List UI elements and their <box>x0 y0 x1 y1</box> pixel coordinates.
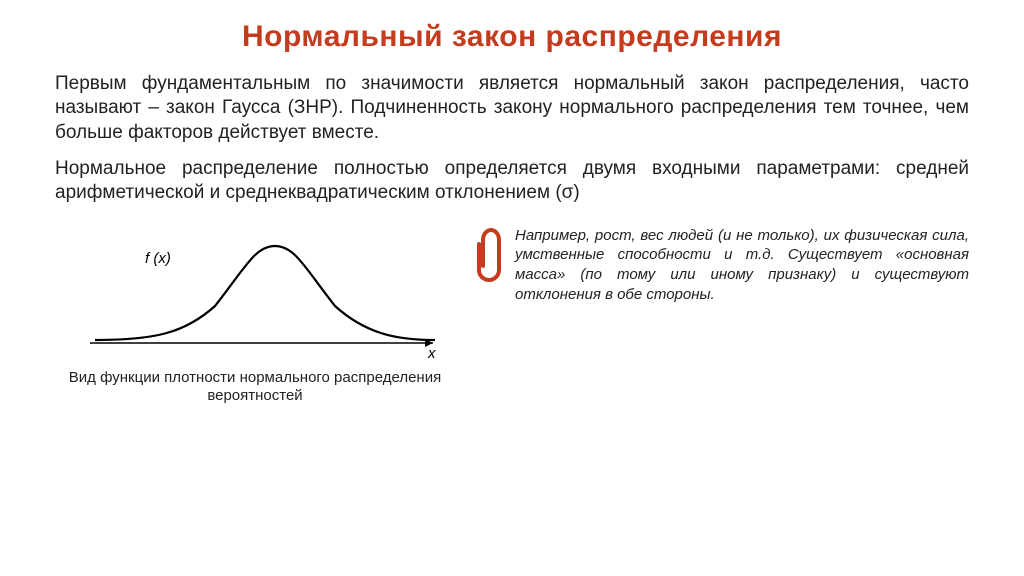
chart-area: f (x) x <box>55 218 445 363</box>
paperclip-icon <box>473 226 505 282</box>
content-row: f (x) x Вид функции плотности нормальног… <box>55 218 969 407</box>
normal-curve-svg <box>55 218 445 363</box>
chart-caption: Вид функции плотности нормального распре… <box>55 369 455 407</box>
x-axis-label: x <box>428 345 436 362</box>
side-column: Например, рост, вес людей (и не только),… <box>473 218 969 305</box>
side-note: Например, рост, вес людей (и не только),… <box>515 226 969 305</box>
paragraph-1: Первым фундаментальным по значимости явл… <box>55 72 969 145</box>
chart-column: f (x) x Вид функции плотности нормальног… <box>55 218 455 407</box>
fx-axis-label: f (x) <box>145 250 171 267</box>
page-title: Нормальный закон распределения <box>55 20 969 54</box>
paragraph-2: Нормальное распределение полностью опред… <box>55 157 969 206</box>
